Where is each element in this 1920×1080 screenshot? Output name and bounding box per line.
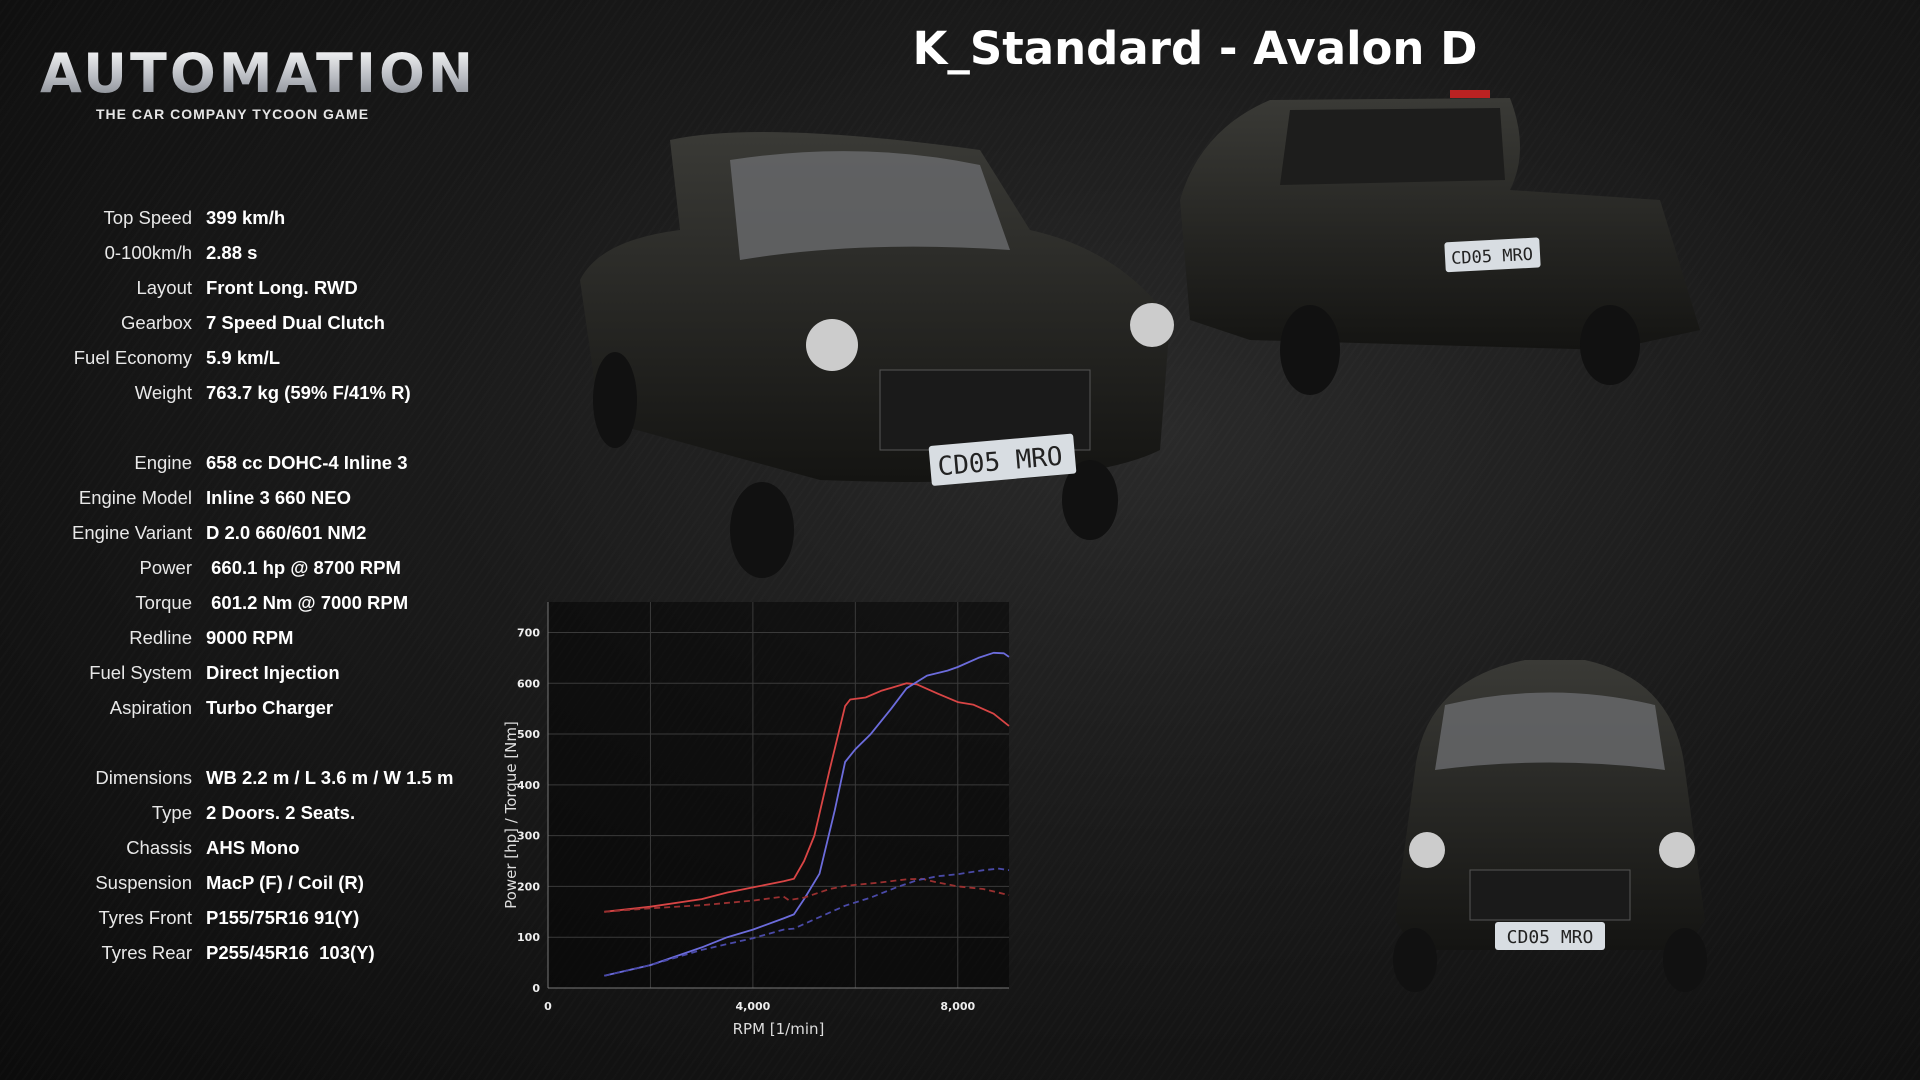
spec-row: Aspiration Turbo Charger — [0, 690, 480, 725]
y-axis-label: Power [hp] / Torque [Nm] — [502, 721, 520, 909]
license-plate: CD05 MRO — [1451, 245, 1534, 269]
spec-label: Torque — [135, 591, 192, 613]
series-line-3 — [604, 867, 1010, 977]
spec-value: P155/75R16 91(Y) — [206, 906, 360, 928]
spec-label: Engine Model — [78, 486, 192, 508]
spec-row: Weight 763.7 kg (59% F/41% R) — [0, 375, 480, 410]
x-tick-label: 0 — [544, 1000, 552, 1013]
spec-row: Fuel System Direct Injection — [0, 655, 480, 690]
spec-row: Redline 9000 RPM — [0, 620, 480, 655]
y-tick-label: 600 — [517, 677, 540, 690]
spec-group-spacer — [0, 725, 480, 760]
y-tick-label: 400 — [517, 779, 540, 792]
spec-label: Type — [151, 801, 192, 823]
spec-row: Gearbox 7 Speed Dual Clutch — [0, 305, 480, 340]
series-line-2 — [604, 877, 1010, 913]
spec-label: Engine Variant — [72, 521, 192, 543]
spec-value: 399 km/h — [206, 206, 286, 228]
x-tick-label: 8,000 — [940, 1000, 975, 1013]
x-tick-label: 4,000 — [735, 1000, 770, 1013]
car-rear-three-quarter-image: CD05 MRO — [1180, 90, 1700, 395]
power-torque-chart: 0 100 200 300 400 500 600 700 0 4,000 8,000 RPM [1/… — [502, 602, 1010, 1038]
logo-tagline: THE CAR COMPANY TYCOON GAME — [96, 106, 370, 122]
spec-row: Engine Variant D 2.0 660/601 NM2 — [0, 515, 480, 550]
spec-label: Top Speed — [103, 206, 192, 228]
page-title: K_Standard - Avalon D — [912, 22, 1478, 75]
y-tick-label: 100 — [517, 931, 540, 944]
spec-value: 2.88 s — [206, 241, 258, 263]
spec-row: Fuel Economy 5.9 km/L — [0, 340, 480, 375]
spec-value: MacP (F) / Coil (R) — [206, 871, 364, 893]
spec-label: 0-100km/h — [104, 241, 192, 263]
spec-row: Engine 658 cc DOHC-4 Inline 3 — [0, 445, 480, 480]
spec-row: Suspension MacP (F) / Coil (R) — [0, 865, 480, 900]
y-tick-label: 300 — [517, 830, 540, 843]
spec-label: Dimensions — [95, 766, 192, 788]
spec-row: Power 660.1 hp @ 8700 RPM — [0, 550, 480, 585]
spec-label: Fuel System — [89, 661, 192, 683]
series-line-0 — [604, 682, 1010, 913]
spec-row: 0-100km/h 2.88 s — [0, 235, 480, 270]
y-tick-label: 0 — [532, 982, 540, 995]
spec-label: Power — [139, 556, 192, 578]
spec-value: 2 Doors. 2 Seats. — [206, 801, 356, 823]
spec-label: Suspension — [95, 871, 192, 893]
spec-row: Chassis AHS Mono — [0, 830, 480, 865]
spec-value: 660.1 hp @ 8700 RPM — [206, 556, 401, 578]
spec-sheet: Top Speed 399 km/h 0-100km/h 2.88 s Layout Fr… — [0, 200, 480, 970]
spec-label: Redline — [129, 626, 192, 648]
spec-value: 658 cc DOHC-4 Inline 3 — [206, 451, 408, 473]
spec-value: D 2.0 660/601 NM2 — [206, 521, 367, 543]
spec-value: Direct Injection — [206, 661, 340, 683]
spec-label: Weight — [134, 381, 192, 403]
spec-label: Tyres Front — [98, 906, 192, 928]
spec-label: Chassis — [126, 836, 192, 858]
spec-group-spacer — [0, 410, 480, 445]
license-plate: CD05 MRO — [1507, 927, 1594, 948]
spec-row: Tyres Rear P255/45R16 103(Y) — [0, 935, 480, 970]
spec-label: Gearbox — [121, 311, 192, 333]
spec-value: P255/45R16 103(Y) — [206, 941, 375, 963]
plot-area — [548, 602, 1009, 988]
spec-row: Type 2 Doors. 2 Seats. — [0, 795, 480, 830]
spec-label: Layout — [136, 276, 192, 298]
y-tick-label: 200 — [517, 880, 540, 893]
spec-value: 763.7 kg (59% F/41% R) — [206, 381, 411, 403]
spec-row: Engine Model Inline 3 660 NEO — [0, 480, 480, 515]
y-tick-label: 700 — [517, 626, 540, 639]
spec-value: Front Long. RWD — [206, 276, 358, 298]
spec-value: 7 Speed Dual Clutch — [206, 311, 385, 333]
spec-value: 601.2 Nm @ 7000 RPM — [206, 591, 409, 613]
y-tick-label: 500 — [517, 728, 540, 741]
spec-label: Engine — [134, 451, 192, 473]
series-line-1 — [604, 651, 1010, 977]
spec-value: WB 2.2 m / L 3.6 m / W 1.5 m — [206, 766, 454, 788]
spec-row: Torque 601.2 Nm @ 7000 RPM — [0, 585, 480, 620]
spec-value: Turbo Charger — [206, 696, 334, 718]
car-front-three-quarter-image: CD05 MRO — [580, 132, 1174, 578]
spec-value: Inline 3 660 NEO — [206, 486, 351, 508]
spec-value: 9000 RPM — [206, 626, 294, 648]
spec-label: Aspiration — [109, 696, 192, 718]
automation-logo: AUTOMATION THE CAR COMPANY TYCOON GAME — [40, 44, 480, 123]
spec-value: 5.9 km/L — [206, 346, 281, 368]
spec-row: Dimensions WB 2.2 m / L 3.6 m / W 1.5 m — [0, 760, 480, 795]
spec-row: Tyres Front P155/75R16 91(Y) — [0, 900, 480, 935]
spec-row: Top Speed 399 km/h — [0, 200, 480, 235]
spec-value: AHS Mono — [206, 836, 300, 858]
x-axis-label: RPM [1/min] — [733, 1020, 825, 1038]
spec-label: Tyres Rear — [101, 941, 192, 963]
logo-wordmark: AUTOMATION — [40, 44, 480, 104]
car-front-view-image: CD05 MRO — [1393, 660, 1707, 992]
spec-label: Fuel Economy — [73, 346, 192, 368]
spec-row: Layout Front Long. RWD — [0, 270, 480, 305]
